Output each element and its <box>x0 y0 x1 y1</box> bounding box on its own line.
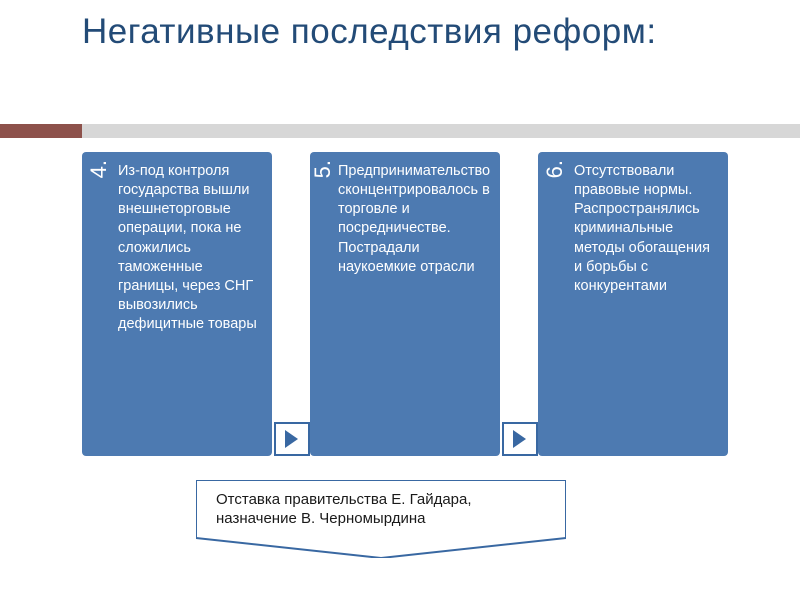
accent-bar-gray <box>0 124 800 138</box>
page-title: Негативные последствия реформ: <box>82 12 764 52</box>
card-number: 6. <box>538 152 572 456</box>
outcome-box: Отставка правительства Е. Гайдара, назна… <box>196 480 566 558</box>
card-text: Отсутствовали правовые нормы. Распростра… <box>572 152 728 456</box>
chevron-right-icon <box>511 429 529 449</box>
title-block: Негативные последствия реформ: <box>82 12 764 52</box>
outcome-text: Отставка правительства Е. Гайдара, назна… <box>196 480 566 528</box>
card-text: Предпринимательство сконцентрировалось в… <box>336 152 500 456</box>
accent-bar-brown <box>0 124 82 138</box>
card-text: Из-под контроля государства вышли внешне… <box>116 152 272 456</box>
card-3: 6.Отсутствовали правовые нормы. Распрост… <box>538 152 728 456</box>
slide: Негативные последствия реформ: 4.Из-под … <box>0 12 800 600</box>
card-2: 5.Предпринимательство сконцентрировалось… <box>310 152 500 456</box>
chevron-right-icon <box>283 429 301 449</box>
card-number: 5. <box>310 152 336 456</box>
cards-row: 4.Из-под контроля государства вышли внеш… <box>82 152 728 456</box>
connector-arrow <box>502 422 538 456</box>
card-number: 4. <box>82 152 116 456</box>
card-1: 4.Из-под контроля государства вышли внеш… <box>82 152 272 456</box>
connector-arrow <box>274 422 310 456</box>
